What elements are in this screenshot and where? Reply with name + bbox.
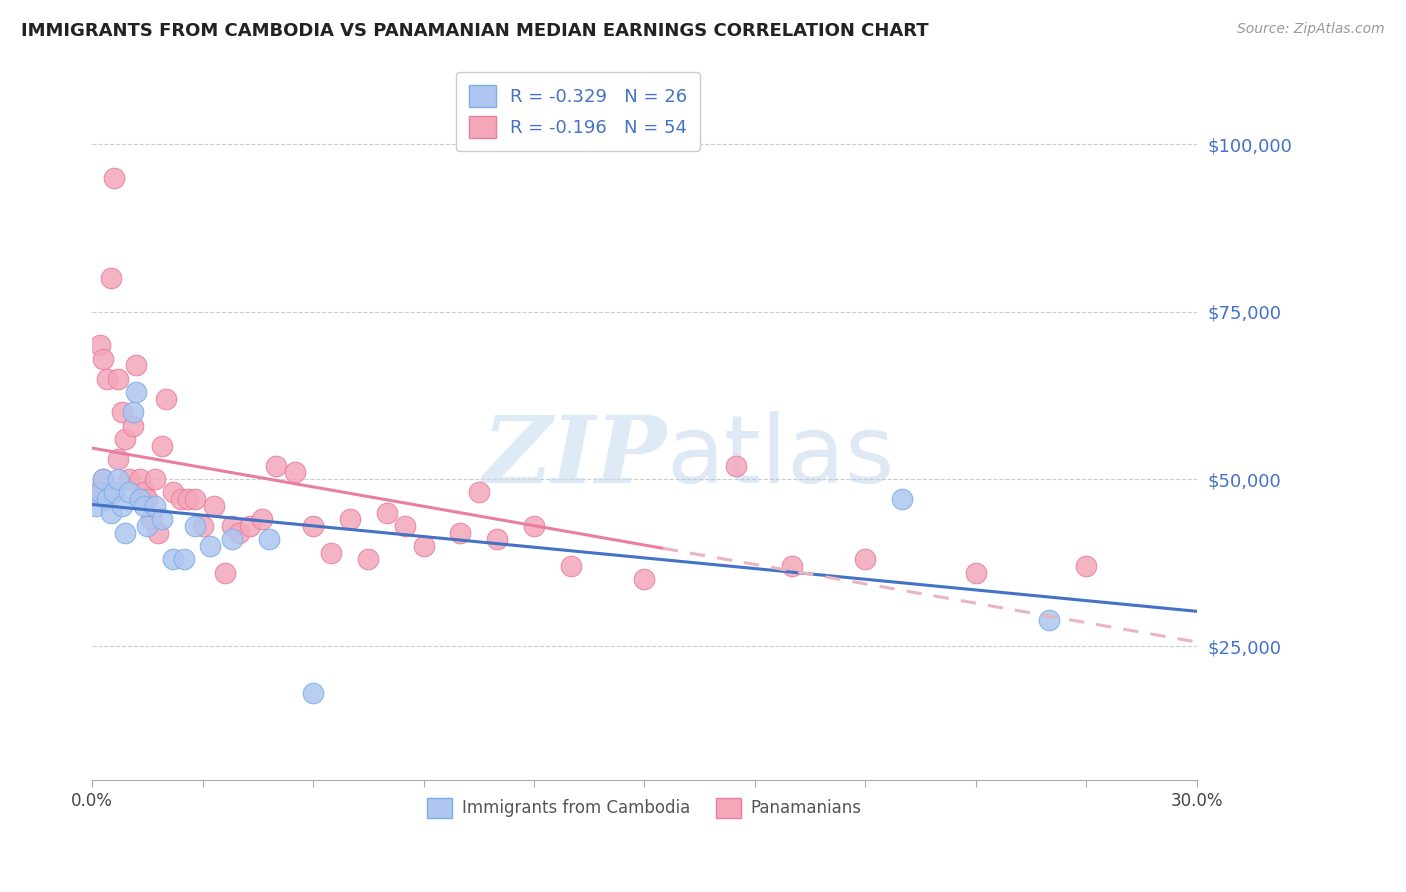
Point — [221, 533, 243, 547]
Point — [129, 472, 152, 486]
Point — [150, 512, 173, 526]
Point — [107, 452, 129, 467]
Point — [853, 552, 876, 566]
Point — [239, 519, 262, 533]
Point — [100, 271, 122, 285]
Point — [780, 559, 803, 574]
Point — [449, 525, 471, 540]
Point — [103, 485, 125, 500]
Point — [84, 499, 107, 513]
Point — [143, 499, 166, 513]
Point — [150, 439, 173, 453]
Point — [162, 485, 184, 500]
Point — [1038, 613, 1060, 627]
Point — [302, 519, 325, 533]
Point — [169, 492, 191, 507]
Point — [136, 519, 159, 533]
Point — [257, 533, 280, 547]
Point — [357, 552, 380, 566]
Point — [321, 546, 343, 560]
Text: IMMIGRANTS FROM CAMBODIA VS PANAMANIAN MEDIAN EARNINGS CORRELATION CHART: IMMIGRANTS FROM CAMBODIA VS PANAMANIAN M… — [21, 22, 929, 40]
Point — [214, 566, 236, 580]
Point — [84, 485, 107, 500]
Point — [1076, 559, 1098, 574]
Point — [96, 492, 118, 507]
Point — [221, 519, 243, 533]
Point — [228, 525, 250, 540]
Point — [486, 533, 509, 547]
Point — [125, 385, 148, 400]
Point — [375, 506, 398, 520]
Point — [523, 519, 546, 533]
Point — [125, 359, 148, 373]
Point — [198, 539, 221, 553]
Point — [284, 466, 307, 480]
Point — [339, 512, 361, 526]
Point — [148, 525, 170, 540]
Text: atlas: atlas — [666, 411, 894, 503]
Point — [114, 525, 136, 540]
Point — [191, 519, 214, 533]
Point — [162, 552, 184, 566]
Point — [560, 559, 582, 574]
Point — [412, 539, 434, 553]
Point — [121, 418, 143, 433]
Point — [91, 472, 114, 486]
Point — [132, 485, 155, 500]
Point — [100, 506, 122, 520]
Point — [250, 512, 273, 526]
Point — [107, 372, 129, 386]
Point — [107, 472, 129, 486]
Point — [394, 519, 416, 533]
Point — [132, 499, 155, 513]
Point — [202, 499, 225, 513]
Point — [114, 432, 136, 446]
Point — [103, 170, 125, 185]
Point — [89, 338, 111, 352]
Legend: Immigrants from Cambodia, Panamanians: Immigrants from Cambodia, Panamanians — [420, 791, 868, 825]
Point — [725, 458, 748, 473]
Point — [184, 519, 207, 533]
Point — [111, 499, 134, 513]
Point — [302, 686, 325, 700]
Point — [136, 492, 159, 507]
Point — [121, 405, 143, 419]
Point — [91, 351, 114, 366]
Point — [118, 485, 141, 500]
Point — [129, 492, 152, 507]
Point — [118, 472, 141, 486]
Point — [89, 485, 111, 500]
Point — [965, 566, 987, 580]
Point — [103, 485, 125, 500]
Point — [91, 472, 114, 486]
Point — [633, 573, 655, 587]
Text: Source: ZipAtlas.com: Source: ZipAtlas.com — [1237, 22, 1385, 37]
Text: ZIP: ZIP — [482, 412, 666, 502]
Point — [467, 485, 489, 500]
Point — [177, 492, 200, 507]
Point — [173, 552, 195, 566]
Point — [891, 492, 914, 507]
Point — [264, 458, 287, 473]
Point — [111, 405, 134, 419]
Point — [139, 512, 162, 526]
Point — [143, 472, 166, 486]
Point — [184, 492, 207, 507]
Point — [96, 372, 118, 386]
Point — [155, 392, 177, 406]
